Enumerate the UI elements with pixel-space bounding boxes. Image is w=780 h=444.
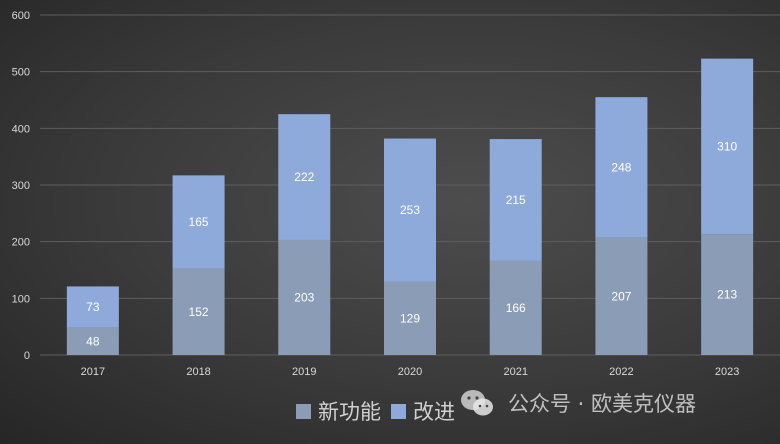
data-label: 129 [400,311,420,325]
data-label: 48 [86,334,100,348]
data-label: 222 [294,170,314,184]
data-label: 73 [86,300,100,314]
y-tick-label: 500 [12,67,30,79]
y-tick-label: 300 [12,180,30,192]
watermark-text: 公众号 · 欧美克仪器 [508,392,697,416]
x-tick-label: 2021 [503,366,527,378]
data-label: 310 [717,139,737,153]
data-label: 203 [294,290,314,304]
legend-swatch [391,403,406,419]
data-label: 253 [400,203,420,217]
bar-segment-new-features [595,237,648,355]
y-tick-label: 0 [24,350,30,362]
wechat-icon [460,388,494,418]
legend-label: 新功能 [318,400,381,424]
legend-swatch [296,403,311,419]
x-tick-label: 2022 [609,366,633,378]
x-tick-label: 2017 [81,366,105,378]
y-tick-label: 200 [12,237,30,249]
bar-segment-improvements [701,58,754,235]
bar-segment-improvements [66,286,119,328]
bar-segment-new-features [489,260,542,355]
bar-segment-new-features [66,327,119,355]
data-label: 165 [189,215,209,229]
data-label: 207 [611,289,631,303]
y-tick-label: 400 [12,123,30,135]
bar-segment-new-features [172,268,225,355]
legend-label: 改进 [413,400,455,424]
x-tick-label: 2020 [398,366,422,378]
x-tick-label: 2018 [186,366,210,378]
bar-segment-improvements [489,139,542,261]
data-label: 166 [506,301,526,315]
data-label: 213 [717,288,737,302]
bar-segment-improvements [278,114,331,240]
legend-item-new-features: 新功能 [296,396,381,426]
bar-segment-new-features [278,239,331,355]
data-label: 152 [189,305,209,319]
data-label: 215 [506,193,526,207]
legend: 新功能 改进 [296,396,465,426]
x-tick-label: 2019 [292,366,316,378]
x-tick-label: 2023 [715,366,739,378]
y-tick-label: 600 [12,10,30,22]
legend-item-improvements: 改进 [391,396,455,426]
bar-segment-improvements [172,175,225,269]
y-tick-label: 100 [12,293,30,305]
bar-segment-improvements [384,138,436,282]
bar-segment-new-features [384,281,436,355]
bar-segment-new-features [701,234,754,355]
data-label: 248 [611,160,631,174]
bar-segment-improvements [595,97,648,238]
watermark: 公众号 · 欧美克仪器 [461,388,697,418]
